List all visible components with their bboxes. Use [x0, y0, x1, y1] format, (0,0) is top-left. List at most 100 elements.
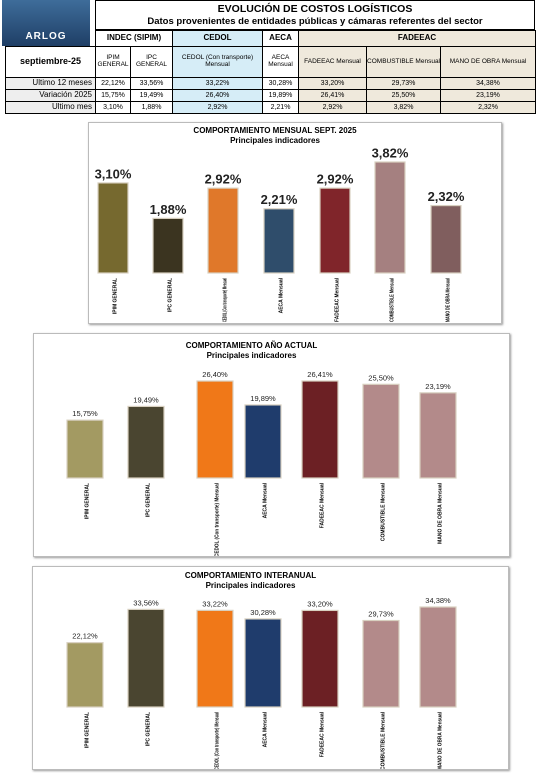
value-label: 3,10% — [95, 166, 132, 181]
value-label: 22,12% — [72, 632, 98, 641]
group-header: AECA — [262, 30, 300, 47]
table-cell: 2,32% — [440, 101, 537, 114]
table-cell: 19,89% — [262, 89, 300, 102]
value-label: 1,88% — [150, 202, 187, 217]
category-label: AECA Mensual — [262, 482, 268, 518]
table-row: septiembre-25 IPIM GENERAL IPC GENERAL CEDO… — [5, 46, 537, 78]
bar — [66, 419, 104, 479]
value-label: 26,40% — [202, 370, 228, 379]
category-label: AECA Mensual — [262, 711, 268, 747]
table-cell: 33,22% — [172, 77, 264, 90]
chart-title: COMPORTAMIENTO MENSUAL SEPT. 2025 — [193, 126, 357, 135]
table-cell: 30,28% — [262, 77, 300, 90]
column-header: MANO DE OBRA Mensual — [440, 46, 537, 78]
category-label: COMBUSTIBLE Mensual — [380, 711, 386, 770]
column-header: COMBUSTIBLE Mensual — [366, 46, 442, 78]
value-label: 2,21% — [261, 192, 298, 207]
bar — [319, 187, 351, 274]
value-label: 19,49% — [133, 395, 159, 404]
column-header: FADEEAC Mensual — [298, 46, 368, 78]
table-cell: 26,40% — [172, 89, 264, 102]
row-label: Ultimo mes — [5, 101, 96, 114]
category-label: CEDOL (Con transporte) Mensual — [214, 712, 220, 770]
summary-table: INDEC (SIPIM) CEDOL AECA FADEEAC septiembre-… — [5, 30, 537, 114]
bar — [196, 609, 234, 708]
row-label: Ultimo 12 meses — [5, 77, 96, 90]
chart-subtitle: Principales indicadores — [207, 351, 297, 360]
chart-title: COMPORTAMIENTO AÑO ACTUAL — [186, 341, 318, 350]
table-cell: 1,88% — [129, 101, 174, 114]
bar — [362, 383, 400, 479]
title: EVOLUCIÓN DE COSTOS LOGÍSTICOS — [217, 3, 413, 15]
value-label: 2,92% — [317, 172, 354, 187]
value-label: 30,28% — [250, 608, 276, 617]
value-label: 15,75% — [72, 409, 98, 418]
group-header: CEDOL — [172, 30, 264, 47]
bar — [207, 187, 239, 274]
value-label: 2,92% — [205, 172, 242, 187]
category-label: COMBUSTIBLE Mensual — [389, 278, 395, 322]
bar — [301, 380, 339, 479]
category-label: FADEEAC Mensual — [334, 277, 340, 322]
chart-subtitle: Principales indicadores — [230, 136, 320, 145]
chart-title: COMPORTAMIENTO INTERANUAL — [185, 571, 316, 580]
table-row: Ultimo 12 meses 22,12% 33,56% 33,22% 30,28% 3… — [5, 77, 537, 90]
group-header: INDEC (SIPIM) — [94, 30, 174, 47]
bar — [66, 642, 104, 708]
bar — [419, 392, 457, 479]
bar — [152, 217, 184, 274]
table-row: Variación 2025 15,75% 19,49% 26,40% 19,89% 26… — [5, 89, 537, 102]
bar — [244, 618, 282, 708]
bar — [362, 619, 400, 708]
value-label: 23,19% — [425, 382, 451, 391]
table-cell: 22,12% — [95, 77, 131, 90]
category-label: MANO DE OBRA Mensual — [437, 482, 443, 544]
bar-chart: COMPORTAMIENTO MENSUAL SEPT. 2025Princip… — [88, 122, 502, 324]
value-label: 34,38% — [425, 596, 451, 605]
category-label: MANO DE OBRA Mensual — [437, 711, 443, 770]
logo: ARLOG — [2, 0, 90, 46]
bar — [263, 208, 295, 274]
value-label: 3,82% — [372, 145, 409, 160]
category-label: IPC GENERAL — [145, 712, 151, 746]
table-cell: 3,82% — [366, 101, 442, 114]
table-cell: 19,49% — [129, 89, 174, 102]
table-cell: 34,38% — [440, 77, 537, 90]
table-cell: 29,73% — [366, 77, 442, 90]
value-label: 33,56% — [133, 598, 159, 607]
table-cell: 33,20% — [298, 77, 368, 90]
table-cell: 3,10% — [95, 101, 131, 114]
category-label: COMBUSTIBLE Mensual — [380, 482, 386, 541]
category-label: CEDOL (Con transporte) Mensual — [222, 278, 228, 322]
table-row: Ultimo mes 3,10% 1,88% 2,92% 2,21% 2,92% 3,82%… — [5, 101, 537, 114]
row-label: Variación 2025 — [5, 89, 96, 102]
table-cell: 25,50% — [366, 89, 442, 102]
category-label: CEDOL (Con transporte) Mensual — [214, 482, 220, 557]
category-label: FADEEAC Mensual — [319, 711, 325, 757]
group-header: FADEEAC — [298, 30, 537, 47]
table-cell: 26,41% — [298, 89, 368, 102]
category-label: FADEEAC Mensual — [319, 482, 325, 528]
table-cell: 33,56% — [129, 77, 174, 90]
value-label: 19,89% — [250, 394, 276, 403]
column-header: IPIM GENERAL — [95, 46, 131, 78]
subtitle: Datos provenientes de entidades públicas… — [147, 16, 483, 27]
category-label: IPIM GENERAL — [112, 278, 118, 314]
table-cell: 2,92% — [298, 101, 368, 114]
column-header: IPC GENERAL — [129, 46, 174, 78]
bar — [127, 405, 165, 479]
value-label: 29,73% — [368, 610, 394, 619]
table-cell: 2,92% — [172, 101, 264, 114]
table-row: INDEC (SIPIM) CEDOL AECA FADEEAC — [6, 30, 537, 47]
column-header: CEDOL (Con transporte) Mensual — [172, 46, 264, 78]
bar — [97, 182, 129, 274]
bar — [374, 161, 406, 274]
empty-cell — [6, 31, 96, 47]
chart-subtitle: Principales indicadores — [206, 581, 296, 590]
value-label: 2,32% — [428, 189, 465, 204]
bar — [430, 204, 462, 274]
table-cell: 2,21% — [262, 101, 300, 114]
